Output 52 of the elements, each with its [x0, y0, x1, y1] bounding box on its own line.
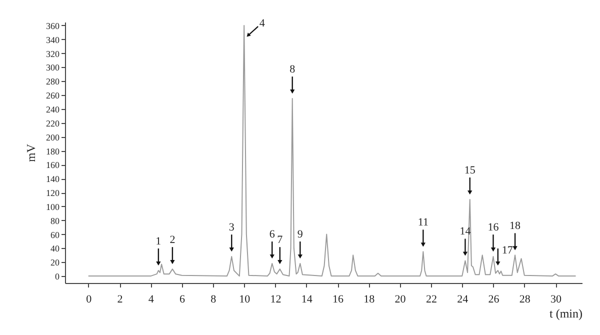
- x-tick-label: 4: [148, 294, 154, 306]
- annotation: 18: [510, 220, 522, 232]
- x-tick-label: 28: [519, 294, 531, 306]
- x-tick-label: 10: [239, 294, 251, 306]
- x-tick-label: 6: [180, 294, 186, 306]
- y-tick-label: 120: [46, 188, 60, 198]
- y-tick-label: 360: [46, 20, 60, 31]
- annotation: 16: [488, 222, 500, 234]
- annotation: 2: [170, 234, 176, 246]
- y-tick-label: 220: [46, 118, 60, 128]
- x-tick-label: 16: [332, 294, 344, 306]
- y-tick-label: 340: [46, 34, 60, 45]
- x-tick-label: 18: [364, 294, 376, 306]
- x-tick-label: 14: [301, 294, 313, 306]
- y-tick-label: 280: [46, 76, 60, 87]
- y-tick-label: 320: [46, 48, 60, 59]
- x-tick-label: 22: [426, 294, 437, 306]
- y-tick-label: 240: [46, 104, 60, 114]
- annotation: 15: [464, 164, 476, 176]
- x-tick-label: 2: [117, 294, 123, 306]
- x-tick-label: 12: [270, 294, 282, 306]
- y-tick-label: 260: [46, 90, 60, 101]
- y-tick-label: 140: [46, 174, 60, 184]
- y-tick-label: 200: [46, 132, 60, 142]
- y-tick-label: 300: [46, 62, 60, 73]
- x-tick-label: 20: [394, 294, 406, 306]
- annotation: 4: [259, 17, 266, 30]
- y-tick-label: 100: [46, 202, 60, 212]
- annotation: 7: [277, 234, 284, 246]
- annotation: 1: [156, 235, 162, 248]
- y-tick-label: 20: [50, 258, 60, 268]
- line-series: [88, 24, 576, 277]
- annotation: 3: [228, 222, 235, 234]
- annotation: 17: [502, 244, 514, 256]
- x-tick-label: 30: [550, 294, 562, 306]
- y-axis-title: mV: [24, 144, 38, 162]
- y-tick-label: 0: [55, 272, 60, 282]
- y-tick-label: 80: [50, 216, 60, 226]
- annotation: 9: [297, 228, 304, 241]
- annotation: 11: [418, 216, 428, 229]
- x-tick-label: 26: [488, 294, 500, 306]
- x-tick-label: 8: [210, 294, 217, 306]
- annotation: 6: [269, 228, 276, 241]
- annotation: 8: [290, 64, 296, 76]
- y-tick-label: 60: [50, 230, 60, 240]
- x-tick-label: 0: [86, 294, 92, 306]
- x-axis-title: t (min): [550, 306, 582, 320]
- annotation: 14: [460, 226, 472, 238]
- y-tick-label: 40: [50, 244, 60, 254]
- x-tick-label: 24: [457, 294, 469, 306]
- y-tick-label: 160: [46, 160, 60, 170]
- y-tick-label: 180: [46, 146, 60, 156]
